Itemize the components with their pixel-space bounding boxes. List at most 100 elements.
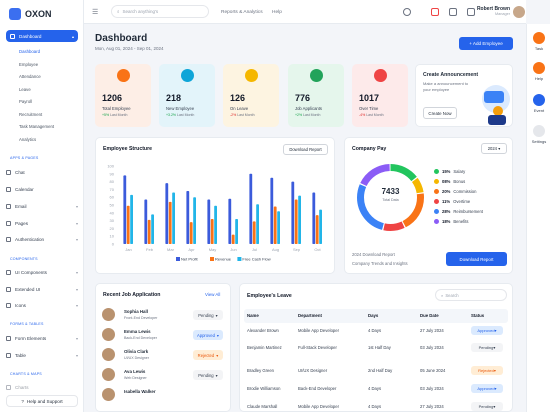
leave-days: 4 Days — [368, 404, 382, 409]
list-item[interactable]: Ava Lewis Web Designer Pending ▾ — [102, 366, 226, 384]
department: Mobile App Developer — [298, 404, 339, 409]
reports-link[interactable]: Reports & Analytics — [221, 10, 263, 15]
company-download-button[interactable]: Download Report — [446, 252, 507, 266]
sub-analytics[interactable]: Analytics — [19, 137, 37, 142]
event-button[interactable]: Event — [530, 94, 548, 113]
leave-search-input[interactable]: ⌕ Search — [435, 289, 507, 301]
settings-button[interactable]: Settings — [530, 125, 548, 144]
bar — [235, 219, 238, 244]
due-date: 03 July 2024 — [420, 345, 444, 350]
legend-dot — [434, 169, 439, 174]
column-header[interactable]: Name — [247, 313, 259, 318]
sidebar-item-chat[interactable]: Chat — [6, 170, 78, 175]
sidebar-item-extended-ui[interactable]: Extended UI ▾ — [6, 287, 78, 292]
applicant-role: Front-End Developer — [124, 316, 158, 320]
status-select[interactable]: Rejected ▾ — [471, 366, 503, 375]
x-tick-label: May — [209, 247, 217, 252]
sidebar-item-email[interactable]: Email ▾ — [6, 204, 78, 209]
y-tick-label: 30 — [110, 218, 115, 223]
help-support-button[interactable]: ? Help and Support — [6, 395, 78, 407]
stat-value: 126 — [230, 93, 246, 103]
leave-days: 1st Half Day — [368, 345, 391, 350]
status-select[interactable]: Pending ▾ — [471, 343, 503, 352]
status-select[interactable]: Pending ▾ — [193, 310, 223, 320]
chevron-down-icon: ▾ — [75, 336, 78, 341]
column-header[interactable]: Department — [298, 313, 322, 318]
sidebar-item-table[interactable]: Table ▾ — [6, 353, 78, 358]
view-all-link[interactable]: View All — [205, 292, 221, 297]
apps-icon[interactable] — [467, 8, 475, 16]
theme-icon[interactable] — [403, 8, 411, 16]
user-info[interactable]: Robert Brown Manager — [470, 6, 510, 16]
sub-attendance[interactable]: Attendance — [19, 74, 41, 79]
avatar[interactable] — [513, 6, 525, 18]
sidebar-item-authentication[interactable]: Authentication ▾ — [6, 237, 78, 242]
stat-trend-suffix: Last Month — [302, 113, 321, 117]
sidebar-item-charts[interactable]: Charts — [6, 385, 78, 390]
search-input[interactable]: ⌕ Search anything's — [111, 5, 209, 18]
sidebar-item-label: Pages — [15, 221, 29, 226]
due-date: 05 June 2024 — [420, 368, 446, 373]
year-select[interactable]: 2024 ▾ — [481, 143, 507, 154]
sub-dashboard[interactable]: Dashboard — [19, 49, 41, 54]
chevron-down-icon: ▾ — [75, 221, 78, 226]
employee-structure-card: Employee Structure Download Report 100 90… — [95, 137, 335, 274]
list-item[interactable]: Isabella Walker — [102, 386, 226, 404]
legend-dot — [434, 189, 439, 194]
help-button[interactable]: Help — [530, 62, 548, 81]
sub-employee[interactable]: Employee — [19, 62, 39, 67]
add-employee-button[interactable]: + Add Employee — [459, 37, 513, 50]
status-select[interactable]: Pending ▾ — [471, 402, 503, 411]
column-header[interactable]: Status — [471, 313, 485, 318]
chevron-down-icon: ▾ — [493, 345, 496, 350]
notification-icon[interactable] — [431, 8, 439, 16]
task-button[interactable]: Task — [530, 32, 548, 51]
layers-icon — [6, 287, 11, 292]
legend-dot — [434, 209, 439, 214]
status-value: Rejected — [478, 368, 494, 373]
legend-label: Net Profit — [181, 257, 199, 262]
column-header[interactable]: Due Date — [420, 313, 439, 318]
sub-payroll[interactable]: Payroll — [19, 99, 33, 104]
donut-segment — [357, 164, 424, 231]
bar — [315, 215, 319, 244]
stat-trend-value: +2% — [295, 113, 303, 117]
applicant-role: UI/UX Designer — [124, 356, 149, 360]
chevron-down-icon: ▾ — [494, 328, 497, 333]
y-tick-label: 80 — [110, 179, 115, 184]
message-icon[interactable] — [449, 8, 457, 16]
help-link[interactable]: Help — [272, 10, 282, 15]
date-range: Mon, Aug 01, 2024 - Sep 01, 2024 — [95, 46, 164, 51]
applicant-name: Emma Lewis — [124, 329, 151, 334]
sidebar-item-label: Table — [15, 353, 26, 358]
menu-icon[interactable]: ☰ — [92, 9, 99, 16]
list-item[interactable]: Olivia Clark UI/UX Designer Rejected ▾ — [102, 346, 226, 364]
sidebar-item-icons[interactable]: Icons ▾ — [6, 303, 78, 308]
sub-task-management[interactable]: Task Management — [19, 124, 55, 129]
task-label: Task — [534, 46, 544, 51]
sidebar-item-dashboard[interactable]: Dashboard ▴ — [6, 30, 78, 42]
create-now-button[interactable]: Create Now — [423, 107, 457, 119]
sidebar-item-pages[interactable]: Pages ▾ — [6, 221, 78, 226]
status-select[interactable]: Approved ▾ — [471, 326, 503, 335]
applicant-name: Ava Lewis — [124, 369, 146, 374]
column-header[interactable]: Days — [368, 313, 379, 318]
status-value: Pending — [478, 345, 494, 350]
donut-label: Total Data — [382, 198, 399, 202]
sidebar-item-calendar[interactable]: Calendar — [6, 187, 78, 192]
sidebar-item-form-elements[interactable]: Form Elements ▾ — [6, 336, 78, 341]
status-select[interactable]: Pending ▾ — [193, 370, 223, 380]
sub-recruitment[interactable]: Recruitment — [19, 112, 43, 117]
department: Back-End Developer — [298, 386, 337, 391]
status-select[interactable]: Rejected ▾ — [193, 350, 223, 360]
status-select[interactable]: Approved ▾ — [193, 330, 223, 340]
sidebar-item-ui-components[interactable]: UI Components ▾ — [6, 270, 78, 275]
list-item[interactable]: Sophia Hall Front-End Developer Pending ▾ — [102, 306, 226, 324]
help-icon — [533, 62, 545, 74]
avatar — [102, 348, 115, 361]
list-item[interactable]: Emma Lewis Back-End Developer Approved ▾ — [102, 326, 226, 344]
sub-leave[interactable]: Leave — [19, 87, 31, 92]
download-report-button[interactable]: Download Report — [283, 144, 328, 155]
status-select[interactable]: Approved ▾ — [471, 384, 503, 393]
logo[interactable]: OXON — [9, 8, 52, 20]
